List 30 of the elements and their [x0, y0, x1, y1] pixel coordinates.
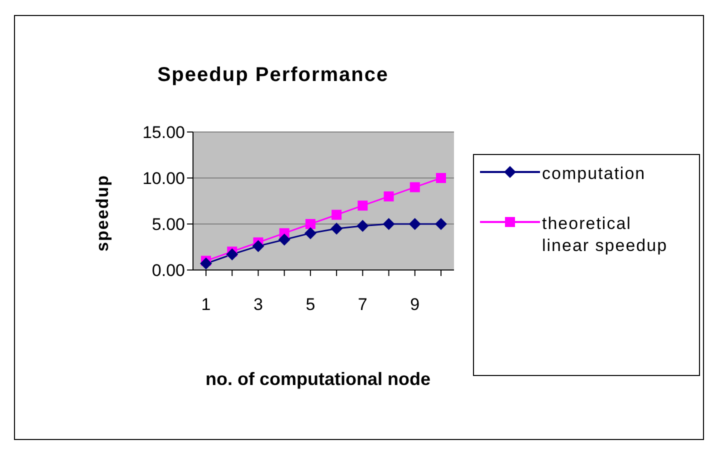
point — [382, 218, 395, 230]
y-tick-label: 0.00 — [152, 261, 185, 280]
y-tick-label: 10.00 — [142, 169, 185, 188]
y-tick-label: 15.00 — [142, 123, 185, 142]
y-tick-label: 5.00 — [152, 215, 185, 234]
x-tick-label: 5 — [306, 295, 316, 314]
point — [408, 218, 421, 230]
point — [304, 227, 316, 240]
legend-label: computation — [542, 163, 647, 185]
point — [410, 182, 420, 192]
point — [435, 218, 447, 230]
point — [330, 222, 343, 235]
point — [436, 173, 446, 183]
point — [305, 219, 316, 229]
point — [332, 210, 342, 220]
point — [226, 248, 238, 260]
point — [252, 240, 264, 252]
point — [356, 220, 369, 232]
point — [358, 200, 368, 211]
point — [384, 191, 394, 202]
x-tick-label: 1 — [201, 295, 211, 314]
y-axis-title: speedup — [93, 174, 113, 254]
x-axis-title: no. of computational node — [204, 368, 432, 391]
legend-label: theoretical linear speedup — [542, 213, 669, 257]
x-tick-label: 9 — [410, 295, 420, 314]
x-tick-label: 3 — [253, 295, 263, 314]
chart-title: Speedup Performance — [156, 64, 390, 87]
x-tick-label: 7 — [358, 295, 368, 314]
point — [278, 234, 290, 246]
point — [200, 258, 212, 270]
